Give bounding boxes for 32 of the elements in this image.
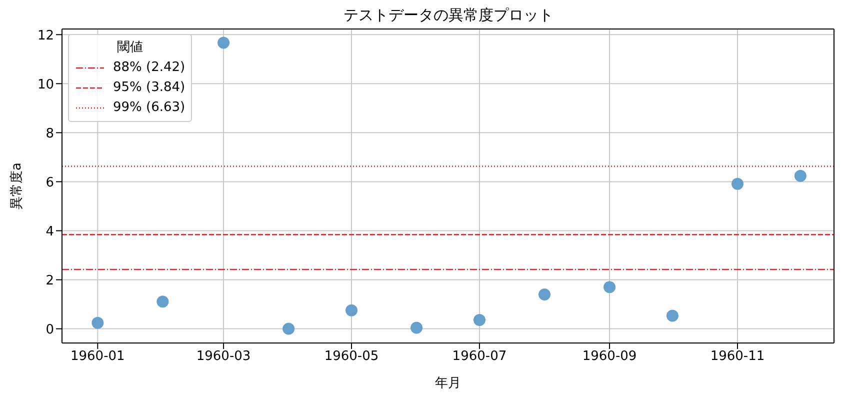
legend-label: 99% (6.63)	[113, 99, 186, 117]
legend-label: 95% (3.84)	[113, 79, 186, 97]
point	[794, 170, 806, 182]
x-axis-title: 年月	[435, 376, 461, 391]
x-tick-label: 1960-07	[452, 349, 507, 364]
point	[218, 36, 230, 49]
point	[92, 316, 104, 329]
point	[473, 314, 486, 326]
point	[410, 322, 423, 334]
x-tick-label: 1960-01	[70, 349, 125, 364]
point	[538, 288, 550, 300]
point	[604, 281, 616, 294]
y-tick-label: 10	[37, 77, 54, 92]
point	[282, 322, 295, 335]
x-tick-label: 1960-09	[582, 349, 637, 364]
y-tick-label: 4	[46, 224, 54, 240]
x-tick-label: 1960-03	[196, 349, 251, 364]
legend-label: 88% (2.42)	[113, 59, 186, 77]
point	[156, 296, 169, 308]
x-tick-label: 1960-05	[324, 349, 379, 364]
y-tick-label: 6	[46, 175, 54, 190]
legend-title: 閾値	[116, 39, 144, 56]
point	[732, 178, 744, 190]
point	[666, 310, 678, 322]
chart-title: テストデータの異常度プロット	[342, 6, 554, 25]
y-tick-label: 8	[46, 126, 54, 142]
y-axis-title: 異常度a	[8, 162, 25, 210]
y-tick-label: 2	[46, 273, 54, 288]
x-tick-label: 1960-11	[710, 349, 765, 364]
y-tick-label: 12	[37, 28, 54, 44]
y-tick-label: 0	[46, 322, 54, 338]
point	[346, 304, 358, 316]
